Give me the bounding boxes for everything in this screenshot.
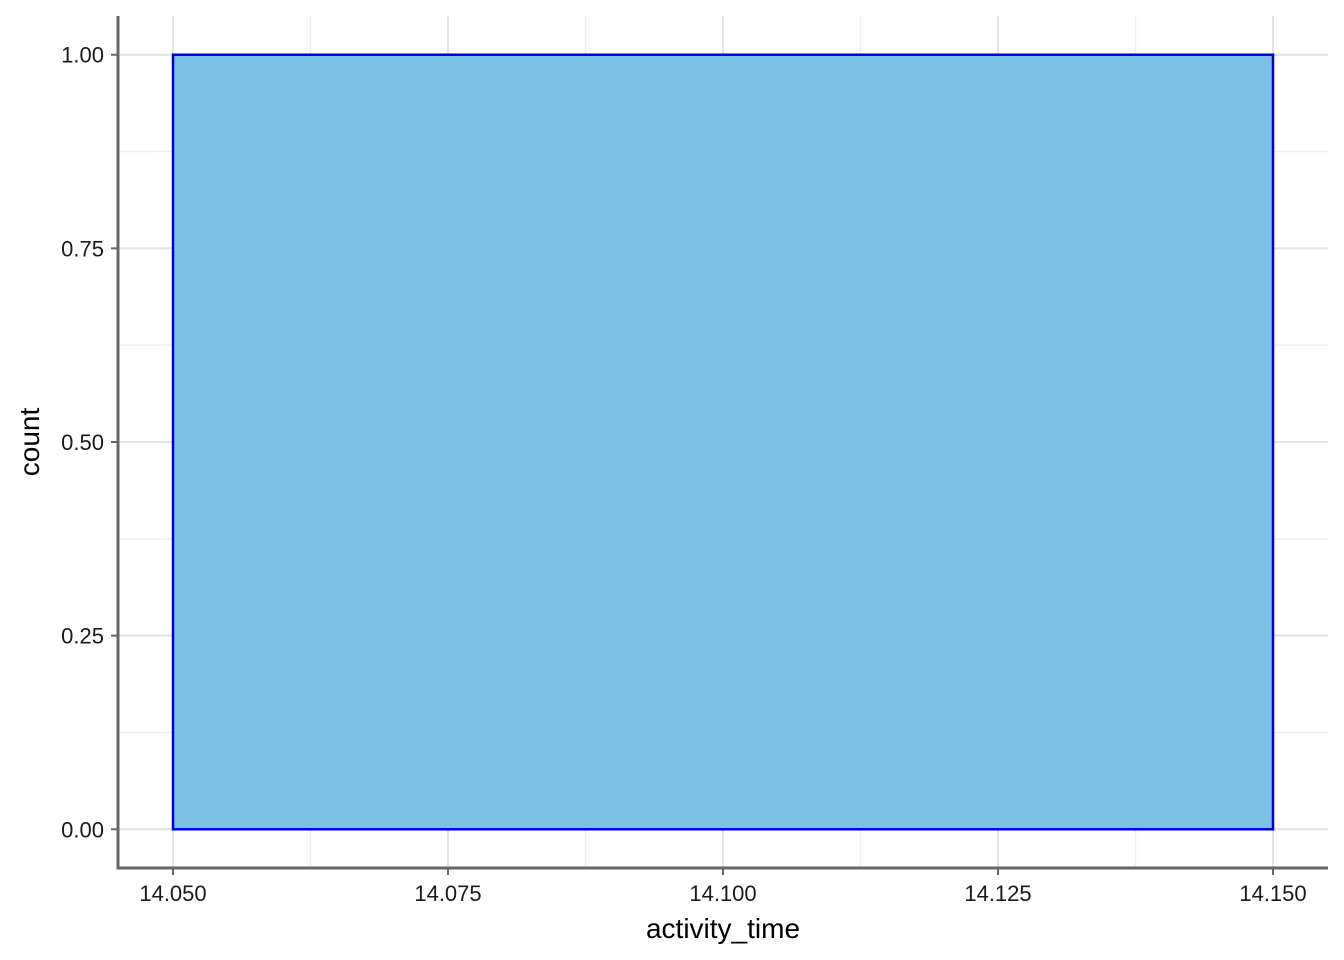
histogram-bar [171, 53, 1275, 831]
y-axis-title: count [14, 408, 45, 477]
y-tick-label: 0.00 [61, 817, 104, 842]
y-tick-label: 0.25 [61, 624, 104, 649]
bars [171, 53, 1275, 831]
tick-labels: 14.050 14.075 14.100 14.125 14.150 0.00 0.25 0.… [61, 43, 1306, 906]
y-tick-label: 1.00 [61, 43, 104, 68]
x-tick-label: 14.125 [964, 881, 1031, 906]
x-tick-label: 14.075 [414, 881, 481, 906]
x-tick-label: 14.150 [1239, 881, 1306, 906]
y-tick-label: 0.75 [61, 236, 104, 261]
x-tick-label: 14.050 [139, 881, 206, 906]
x-axis-title: activity_time [646, 913, 800, 944]
x-tick-label: 14.100 [689, 881, 756, 906]
y-tick-label: 0.50 [61, 430, 104, 455]
